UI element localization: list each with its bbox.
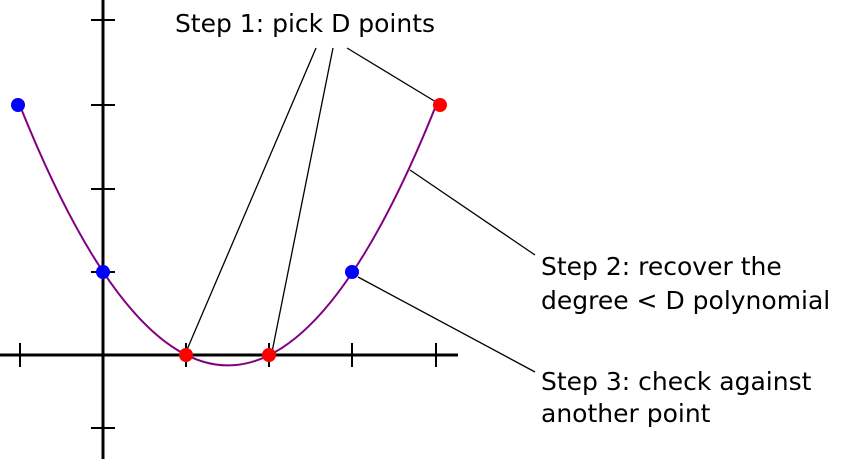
picked-point bbox=[433, 98, 447, 112]
callouts bbox=[185, 47, 536, 373]
step3-label: Step 3: check against bbox=[541, 367, 812, 396]
picked-point bbox=[179, 348, 193, 362]
picked-point bbox=[262, 348, 276, 362]
axes bbox=[0, 0, 458, 459]
check-point bbox=[345, 265, 359, 279]
polynomial-curve bbox=[18, 104, 438, 367]
callout-line bbox=[357, 276, 536, 373]
step2-label: Step 2: recover the bbox=[541, 252, 782, 281]
callout-line bbox=[185, 47, 317, 353]
y-ticks bbox=[91, 19, 115, 429]
check-point bbox=[96, 265, 110, 279]
callout-line bbox=[346, 47, 437, 103]
check-point bbox=[11, 98, 25, 112]
callout-line bbox=[409, 169, 536, 256]
points bbox=[11, 98, 447, 362]
step1-label: Step 1: pick D points bbox=[175, 9, 435, 38]
step3-label: another point bbox=[541, 399, 711, 428]
step2-label: degree < D polynomial bbox=[541, 286, 830, 315]
callout-line bbox=[271, 47, 334, 353]
